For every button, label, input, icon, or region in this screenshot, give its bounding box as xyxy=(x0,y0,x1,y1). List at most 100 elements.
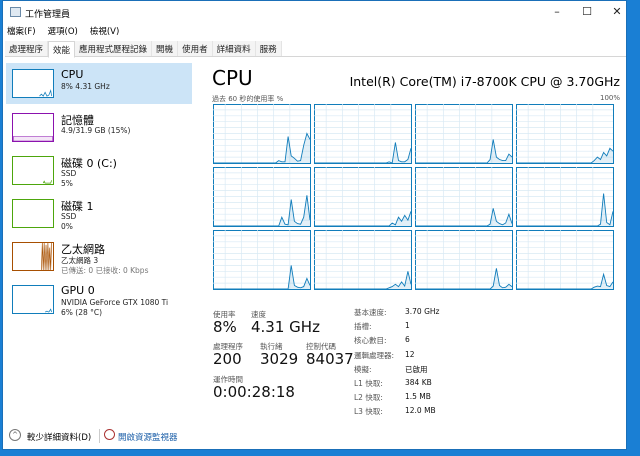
threads-value: 3029 xyxy=(260,350,299,368)
sidebar-item-memory[interactable]: 記憶體 4.9/31.9 GB (15%) xyxy=(6,107,192,148)
sidebar-name: CPU xyxy=(61,68,84,81)
spec-value: 384 KB xyxy=(405,378,432,387)
sidebar-item-cpu[interactable]: CPU 8% 4.31 GHz xyxy=(6,63,192,104)
sidebar-name: GPU 0 xyxy=(61,284,95,297)
spec-value: 1.5 MB xyxy=(405,392,431,402)
task-manager-icon xyxy=(10,7,21,17)
sidebar-sub: SSD xyxy=(61,169,77,178)
spec-label: L1 快取: xyxy=(354,379,383,388)
usage-label: 使用率 xyxy=(213,310,236,319)
core-graph-0 xyxy=(213,104,311,164)
core-usage-line xyxy=(415,139,513,164)
core-usage-line xyxy=(213,132,311,164)
spec-value: 1 xyxy=(405,321,410,331)
core-usage-line xyxy=(415,268,513,290)
sidebar-item-gpu[interactable]: GPU 0 NVIDIA GeForce GTX 1080 Ti 6% (28 … xyxy=(6,279,192,320)
spec-label: 插槽: xyxy=(354,322,372,332)
window-title: 工作管理員 xyxy=(25,10,71,20)
spec-label: 核心數目: xyxy=(354,336,387,346)
sidebar-item-disk-0[interactable]: 磁碟 0 (C:) SSD 5% xyxy=(6,150,192,191)
spec-value: 6 xyxy=(405,335,410,345)
core-usage-area xyxy=(415,208,512,226)
sidebar-name: 乙太網路 xyxy=(61,243,105,256)
processes-value: 200 xyxy=(213,350,242,368)
disk-thumbnail xyxy=(12,156,54,185)
core-usage-line xyxy=(213,195,311,227)
handles-label: 控制代碼 xyxy=(306,342,336,351)
uptime-value: 0:00:28:18 xyxy=(213,383,295,401)
menu-options[interactable]: 選項(O) xyxy=(47,27,78,37)
core-graph-7 xyxy=(516,167,614,227)
sidebar-sub: 8% 4.31 GHz xyxy=(61,82,110,91)
open-resource-monitor-link[interactable]: 開啟資源監視器 xyxy=(118,433,178,443)
core-graph-8 xyxy=(213,230,311,290)
task-manager-window: 工作管理員 – ☐ ✕ 檔案(F) 選項(O) 檢視(V) 處理程序 效能 應用… xyxy=(2,0,627,450)
gpu-thumbnail xyxy=(12,285,54,314)
core-graph-2 xyxy=(415,104,513,164)
menu-view[interactable]: 檢視(V) xyxy=(89,27,120,37)
memory-thumbnail xyxy=(12,113,54,142)
tab-app-history[interactable]: 應用程式歷程記錄 xyxy=(75,41,153,56)
divider xyxy=(99,429,100,443)
core-graph-9 xyxy=(314,230,412,290)
core-graph-5 xyxy=(314,167,412,227)
usage-value: 8% xyxy=(213,318,237,336)
speed-label: 速度 xyxy=(251,310,266,319)
speed-value: 4.31 GHz xyxy=(251,318,320,336)
core-usage-line xyxy=(516,272,614,290)
handles-value: 84037 xyxy=(306,350,354,368)
threads-label: 執行緒 xyxy=(260,342,283,351)
core-usage-graphs xyxy=(213,104,614,290)
core-usage-line xyxy=(314,271,412,290)
resource-monitor-icon xyxy=(104,429,115,440)
core-graph-6 xyxy=(415,167,513,227)
disk-thumbnail xyxy=(12,199,54,228)
core-usage-line xyxy=(415,208,513,227)
tab-services[interactable]: 服務 xyxy=(255,41,282,56)
sidebar-item-ethernet[interactable]: 乙太網路 乙太網路 3 已傳送: 0 已接收: 0 Kbps xyxy=(6,236,192,277)
core-graph-1 xyxy=(314,104,412,164)
title-bar: 工作管理員 – ☐ ✕ xyxy=(3,1,626,23)
maximize-button[interactable]: ☐ xyxy=(582,5,592,18)
sidebar-sub: 6% (28 °C) xyxy=(61,308,103,317)
footer: ^ 較少詳細資料(D) 開啟資源監視器 xyxy=(3,423,626,449)
ethernet-thumbnail xyxy=(12,242,54,271)
spec-label: 模擬: xyxy=(354,364,372,374)
spec-value: 已啟用 xyxy=(405,364,428,374)
tab-processes[interactable]: 處理程序 xyxy=(5,41,49,56)
sidebar-sub: 0% xyxy=(61,222,73,231)
cpu-model: Intel(R) Core(TM) i7-8700K CPU @ 3.70GHz xyxy=(349,74,620,89)
sidebar-name: 磁碟 1 xyxy=(61,200,94,213)
sidebar-sub: NVIDIA GeForce GTX 1080 Ti xyxy=(61,298,169,307)
sidebar-sub: SSD xyxy=(61,212,77,221)
spec-label: L3 快取: xyxy=(354,407,383,417)
core-graph-4 xyxy=(213,167,311,227)
core-usage-area xyxy=(213,265,310,289)
sidebar-sub: 乙太網路 3 xyxy=(61,256,99,265)
sidebar-name: 磁碟 0 (C:) xyxy=(61,157,117,170)
page-title: CPU xyxy=(212,66,253,90)
tab-details[interactable]: 詳細資料 xyxy=(212,41,256,56)
fewer-details-button[interactable]: 較少詳細資料(D) xyxy=(27,433,92,443)
core-graph-3 xyxy=(516,104,614,164)
tab-users[interactable]: 使用者 xyxy=(178,41,213,56)
core-usage-line xyxy=(213,265,311,290)
spec-label: 基本速度: xyxy=(354,308,387,317)
core-usage-area xyxy=(213,195,310,226)
sidebar-name: 記憶體 xyxy=(61,114,94,127)
chevron-up-icon[interactable]: ^ xyxy=(9,429,21,441)
tab-startup[interactable]: 開機 xyxy=(152,41,179,56)
spec-label: 邏輯處理器: xyxy=(354,350,395,360)
core-graph-10 xyxy=(415,230,513,290)
cpu-thumbnail xyxy=(12,69,54,98)
core-usage-line xyxy=(314,142,412,164)
tab-bar: 處理程序 效能 應用程式歷程記錄 開機 使用者 詳細資料 服務 xyxy=(5,41,626,58)
minimize-button[interactable]: – xyxy=(554,5,560,18)
sidebar-item-disk-1[interactable]: 磁碟 1 SSD 0% xyxy=(6,193,192,234)
close-button[interactable]: ✕ xyxy=(612,5,622,18)
sidebar-sub: 5% xyxy=(61,179,73,188)
core-usage-line xyxy=(516,147,614,164)
tab-performance[interactable]: 效能 xyxy=(48,41,76,58)
menu-file[interactable]: 檔案(F) xyxy=(7,27,36,37)
core-usage-line xyxy=(516,193,614,227)
